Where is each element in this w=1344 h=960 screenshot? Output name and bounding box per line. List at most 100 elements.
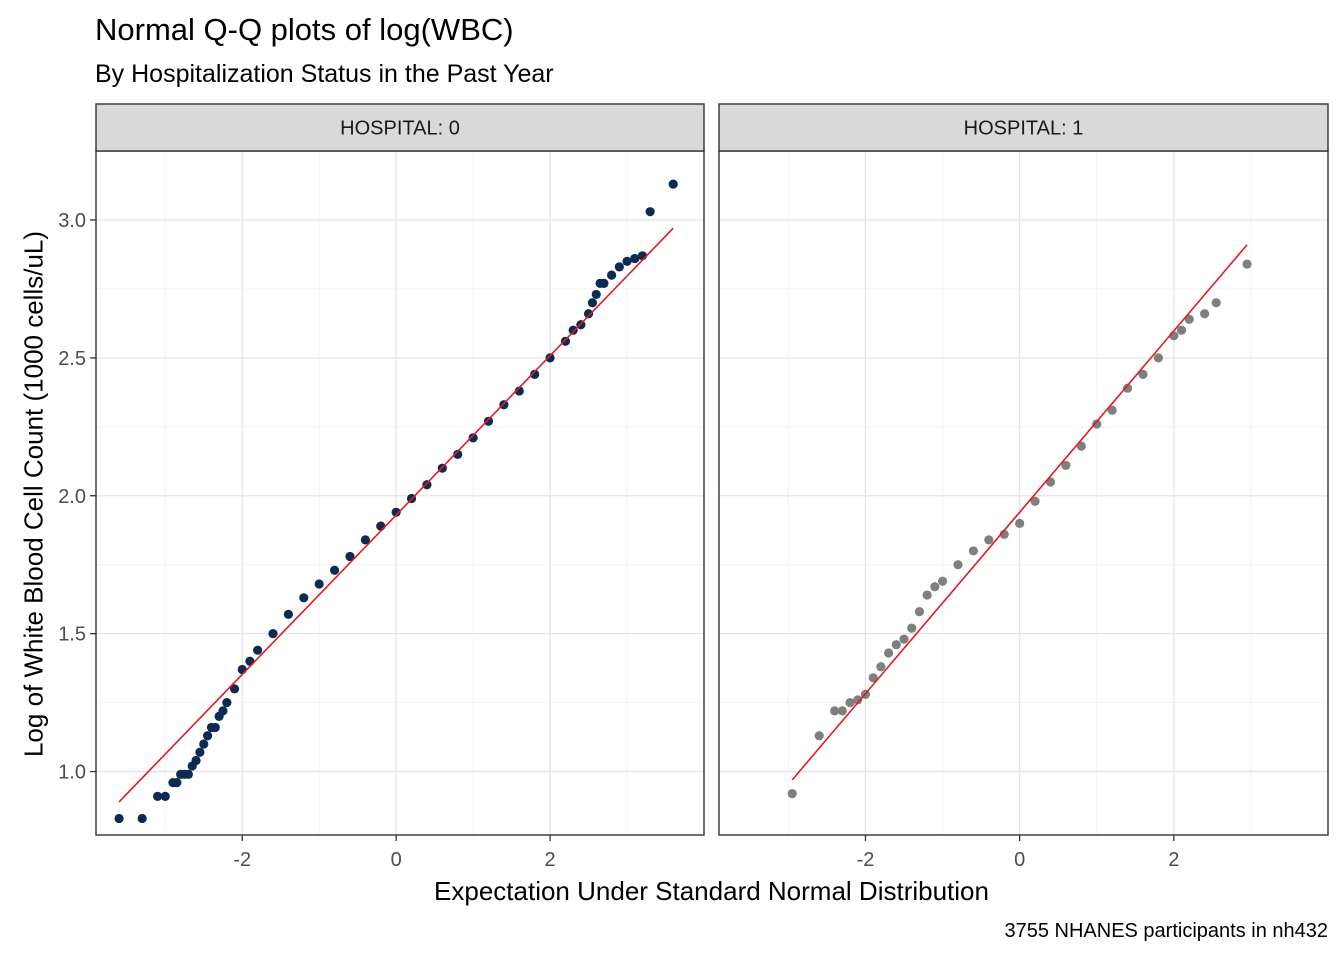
qq-point	[622, 256, 632, 266]
qq-point	[787, 789, 797, 799]
qq-point	[1153, 353, 1164, 363]
qq-point	[630, 253, 640, 264]
qq-reference-line	[118, 227, 674, 803]
qq-point	[468, 433, 478, 443]
facet-panels: HOSPITAL: 0 -2 0 2 HOSPITAL: 1 -2 0 2	[95, 103, 1329, 871]
qq-point	[329, 565, 340, 575]
facet-strip	[95, 103, 705, 152]
qq-point	[218, 706, 228, 716]
qq-point	[591, 289, 601, 300]
qq-point	[668, 179, 678, 189]
x-tick-label: -2	[857, 849, 875, 871]
qq-point	[899, 634, 909, 644]
qq-point	[483, 416, 494, 426]
facet-strip-label: HOSPITAL: 0	[340, 118, 460, 140]
qq-reference-line	[791, 244, 1248, 781]
qq-point	[1211, 298, 1221, 308]
qq-point	[545, 353, 555, 363]
x-tick-label: -2	[233, 849, 251, 871]
qq-points-group	[114, 179, 678, 824]
y-tick-label: 2.5	[58, 348, 86, 370]
y-tick-label: 1.0	[58, 762, 86, 784]
qq-point	[984, 535, 994, 545]
qq-point	[914, 606, 925, 617]
qq-point	[453, 449, 463, 459]
qq-point	[376, 521, 386, 531]
qq-point	[953, 560, 963, 570]
qq-point	[245, 656, 255, 666]
qq-point	[1030, 496, 1040, 506]
facet-strip	[718, 103, 1329, 152]
x-tick-label: 0	[391, 849, 402, 871]
qq-point	[568, 325, 578, 335]
qq-point	[614, 262, 624, 272]
qq-point	[868, 673, 878, 683]
qq-point	[968, 546, 978, 556]
qq-point	[172, 777, 182, 788]
qq-point	[237, 664, 247, 675]
qq-point	[199, 739, 209, 749]
qq-points-group	[787, 259, 1252, 799]
qq-point	[514, 386, 524, 396]
x-axis-label: Expectation Under Standard Normal Distri…	[434, 876, 989, 906]
facet-panel-0: HOSPITAL: 0 -2 0 2	[95, 103, 705, 871]
qq-point	[845, 698, 855, 708]
qq-point	[1200, 309, 1210, 319]
y-tick-label: 3.0	[58, 210, 86, 232]
qq-point	[1138, 369, 1148, 380]
qq-point	[1176, 325, 1187, 335]
chart-title: Normal Q-Q plots of log(WBC)	[95, 12, 514, 47]
qq-point	[853, 695, 863, 705]
qq-point	[268, 629, 278, 639]
qq-point	[1122, 383, 1133, 393]
qq-point	[222, 698, 232, 708]
qq-point	[422, 480, 432, 490]
qq-point	[814, 731, 824, 741]
qq-point	[1061, 460, 1071, 471]
qq-point	[922, 590, 932, 600]
qq-point	[114, 813, 124, 824]
chart-subtitle: By Hospitalization Status in the Past Ye…	[95, 60, 554, 88]
facet-panel-1: HOSPITAL: 1 -2 0 2	[718, 103, 1329, 871]
qq-point	[152, 791, 163, 801]
qq-point	[583, 309, 594, 319]
qq-point	[345, 551, 355, 562]
qq-point	[314, 579, 324, 589]
qq-point	[299, 593, 309, 603]
qq-point	[607, 270, 617, 280]
qq-point	[830, 706, 840, 716]
qq-point	[599, 278, 609, 288]
qq-point	[1184, 314, 1194, 324]
qq-point	[560, 336, 571, 346]
y-tick-label: 2.0	[58, 486, 86, 508]
qq-point	[191, 755, 201, 766]
qq-point	[1015, 518, 1025, 528]
qq-point	[937, 576, 948, 586]
qq-point	[530, 369, 540, 380]
qq-point	[360, 535, 370, 545]
y-axis: 1.0 1.5 2.0 2.5 3.0	[58, 210, 96, 784]
qq-point	[391, 507, 401, 517]
qq-point	[195, 747, 205, 757]
qq-point	[930, 582, 940, 592]
panel-background	[719, 151, 1328, 835]
qq-point	[587, 298, 598, 308]
qq-point	[137, 813, 147, 824]
qq-point	[202, 731, 213, 741]
qq-point	[907, 623, 917, 633]
qq-point	[1076, 441, 1086, 451]
qq-point	[283, 609, 294, 619]
x-tick-label: 0	[1014, 849, 1025, 871]
qq-point	[876, 662, 886, 672]
y-axis-label: Log of White Blood Cell Count (1000 cell…	[18, 230, 49, 758]
qq-point	[229, 684, 240, 694]
qq-point	[891, 640, 901, 650]
qq-point	[183, 769, 193, 779]
qq-point	[645, 207, 655, 217]
facet-strip-label: HOSPITAL: 1	[964, 118, 1084, 140]
x-tick-label: 2	[1168, 849, 1179, 871]
x-tick-label: 2	[545, 849, 556, 871]
qq-point	[210, 722, 220, 733]
